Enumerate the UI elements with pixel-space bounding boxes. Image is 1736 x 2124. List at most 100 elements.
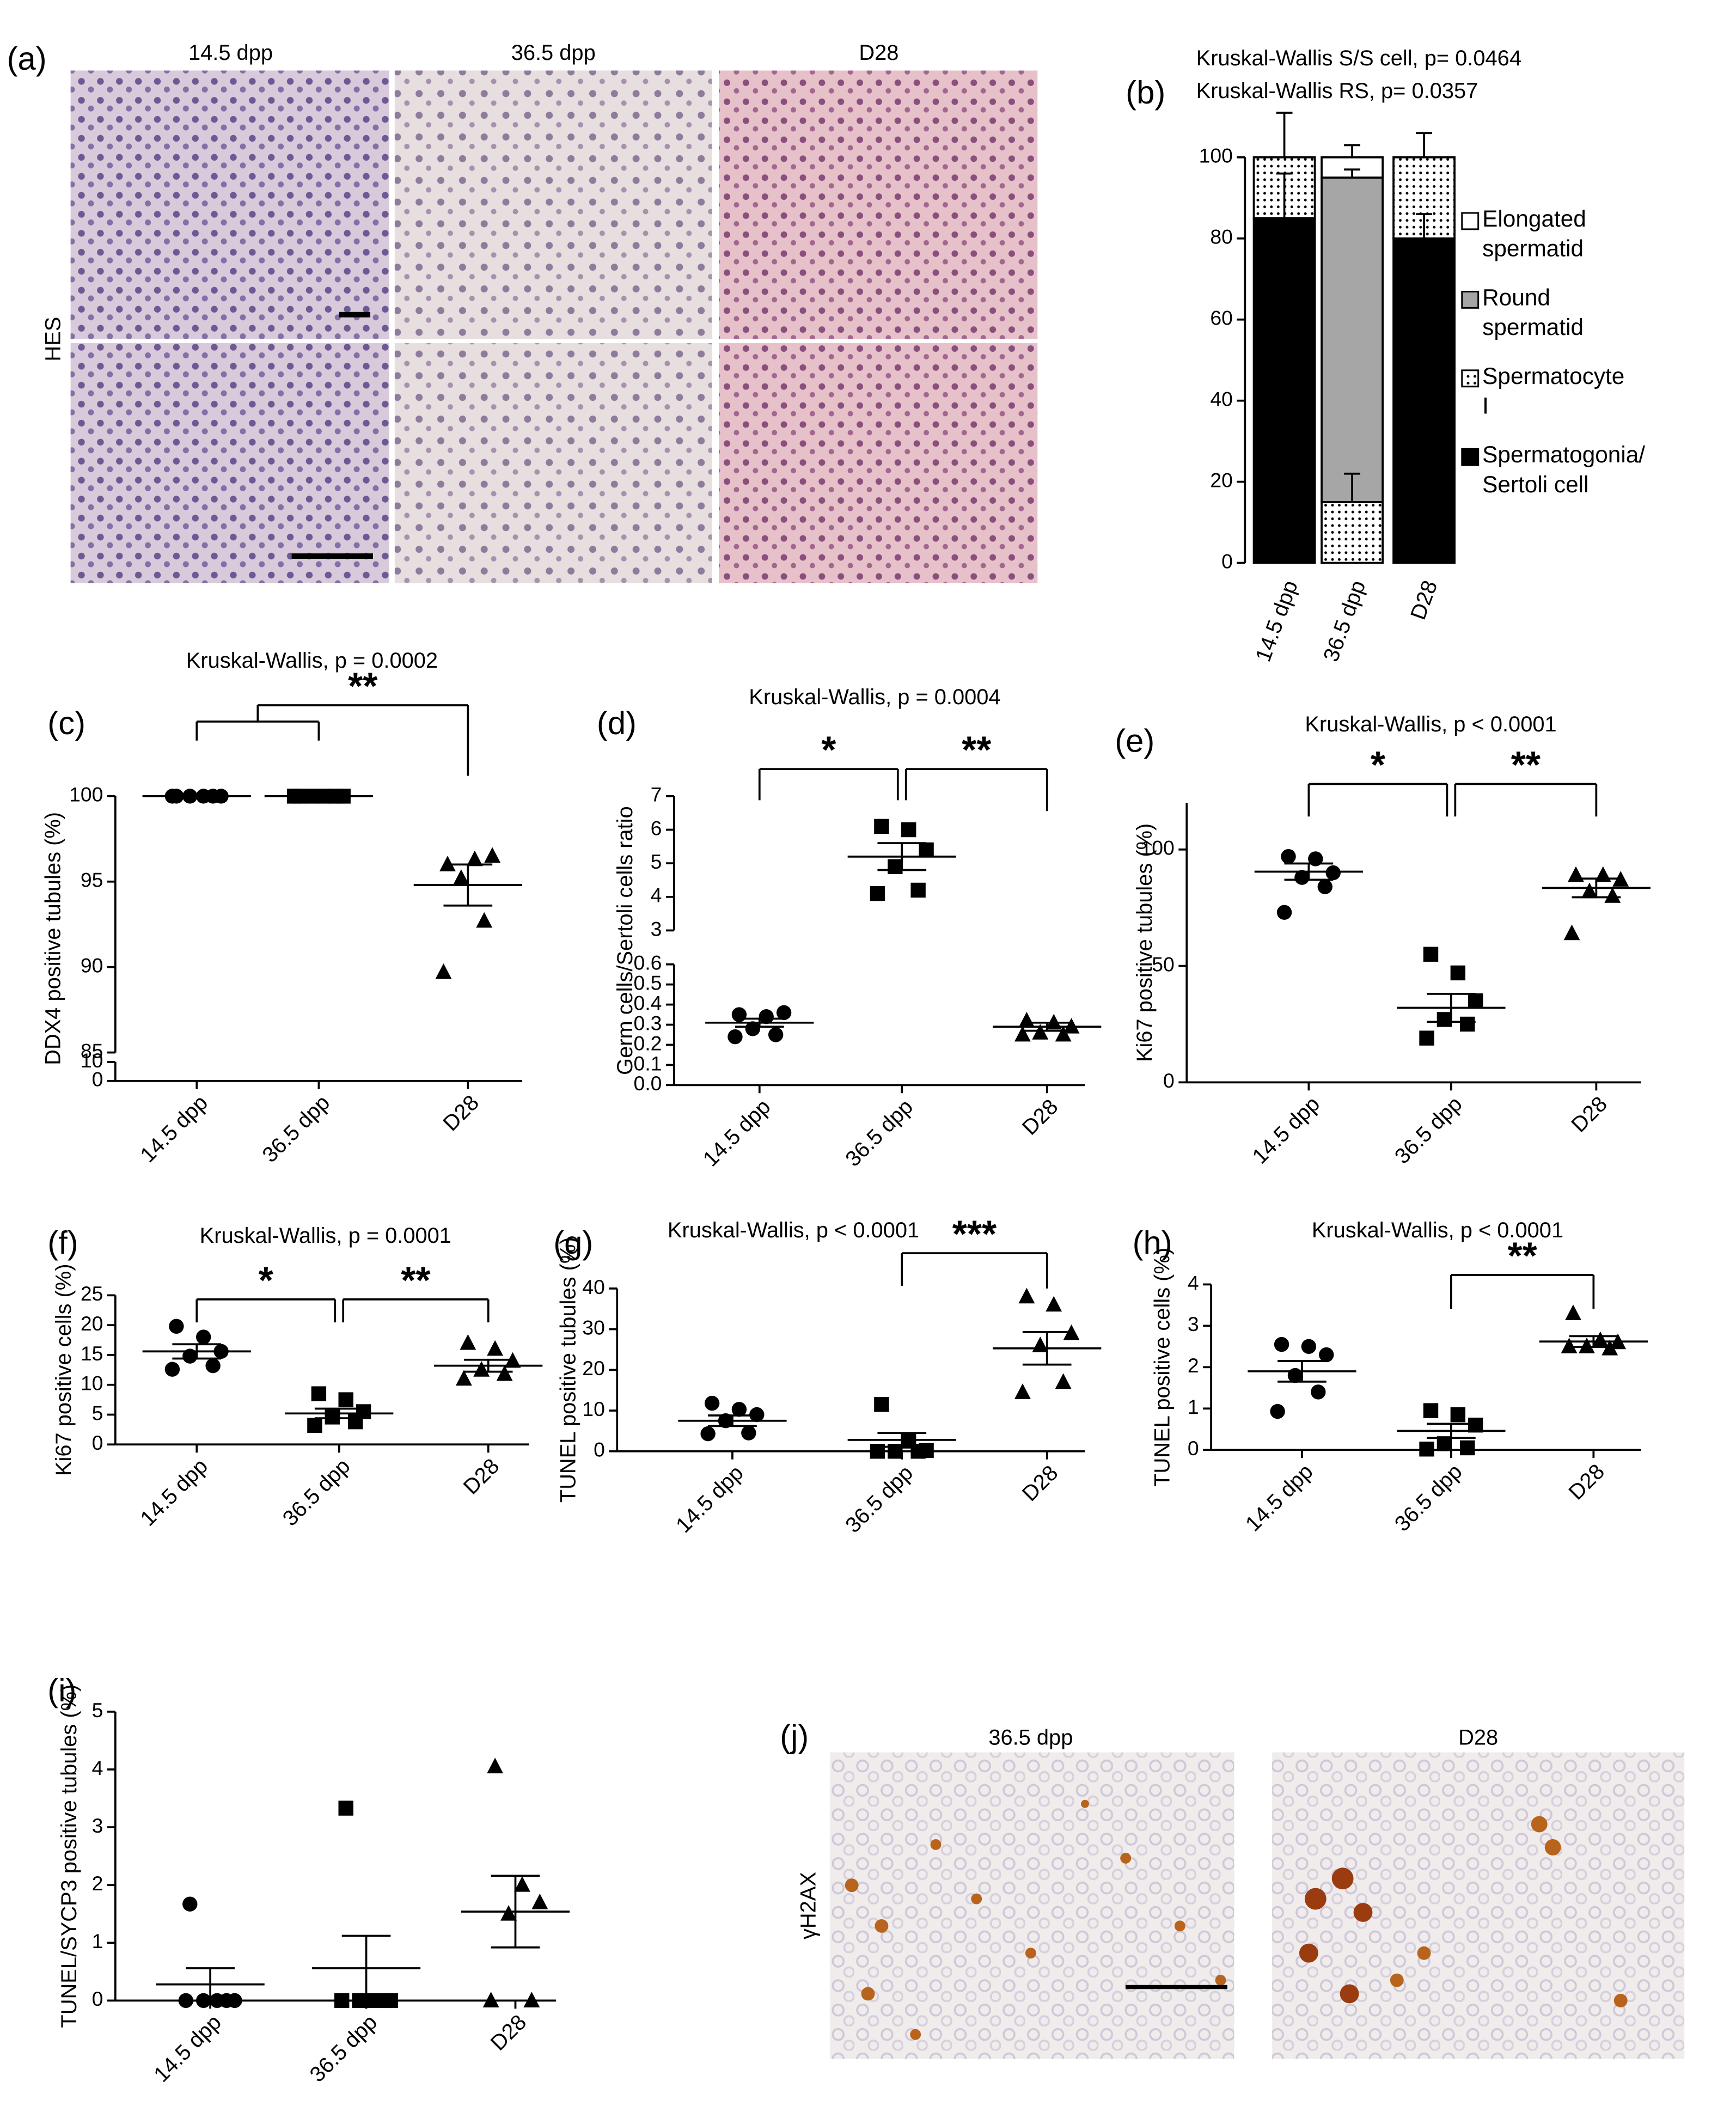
data-point xyxy=(347,1414,363,1430)
x-tick-label: D28 xyxy=(1018,1461,1063,1506)
legend-entry: Spermatogonia/ Sertoli cell xyxy=(1482,442,1646,498)
y-tick-label: 50 xyxy=(1152,953,1175,975)
y-tick-label: 10 xyxy=(582,1397,605,1420)
x-tick-label: D28 xyxy=(438,1090,484,1136)
data-point xyxy=(307,1418,322,1433)
data-point xyxy=(1561,1338,1578,1353)
data-point xyxy=(919,842,934,858)
y-tick-label: 0 xyxy=(1188,1437,1199,1460)
bar-segment xyxy=(1321,176,1384,503)
data-point xyxy=(487,1340,504,1356)
column-title: 36.5 dpp xyxy=(511,41,596,65)
y-tick-label: 85 xyxy=(81,1039,103,1062)
image xyxy=(394,70,712,339)
data-point xyxy=(1311,1384,1326,1400)
data-point xyxy=(169,1319,184,1334)
y-tick-label: 0.2 xyxy=(634,1032,662,1054)
legend-swatch xyxy=(1461,369,1480,388)
data-point xyxy=(1419,1442,1434,1457)
data-point xyxy=(901,822,916,838)
y-tick-label: 10 xyxy=(81,1049,103,1072)
data-point xyxy=(910,882,926,898)
image xyxy=(70,343,389,583)
data-point xyxy=(704,1395,720,1411)
y-tick-label: 10 xyxy=(81,1372,103,1395)
data-point xyxy=(182,1896,198,1912)
data-point xyxy=(455,1370,472,1386)
x-tick-label: 14.5 dpp xyxy=(1241,1460,1318,1536)
y-tick-label: 5 xyxy=(92,1699,103,1722)
data-point xyxy=(476,912,493,928)
y-tick-label: 40 xyxy=(582,1275,605,1298)
y-tick-label: 0 xyxy=(594,1438,605,1461)
data-point xyxy=(731,1007,747,1022)
y-tick-label: 0.3 xyxy=(634,1011,662,1034)
y-tick-label: 0.1 xyxy=(634,1052,662,1075)
stained-nuclei xyxy=(845,1799,1628,2040)
data-point xyxy=(460,1334,476,1350)
data-point xyxy=(1270,1403,1285,1419)
chart-title: Kruskal-Wallis, p = 0.0002 xyxy=(186,649,438,673)
image xyxy=(830,1752,1234,2059)
data-point xyxy=(759,1009,774,1024)
data-point xyxy=(874,819,889,834)
y-tick-label: 1 xyxy=(92,1930,103,1952)
y-tick-label: 4 xyxy=(651,884,662,907)
data-point xyxy=(1055,1026,1072,1042)
chart-title: Kruskal-Wallis S/S cell, p= 0.0464 xyxy=(1196,46,1521,70)
y-tick-label: 95 xyxy=(81,869,103,892)
row-label: HES xyxy=(41,317,65,362)
data-point xyxy=(484,847,501,863)
y-tick-label: 0.6 xyxy=(634,951,662,974)
y-tick-label: 100 xyxy=(69,783,103,806)
y-tick-label: 5 xyxy=(92,1401,103,1424)
y-tick-label: 80 xyxy=(1210,225,1233,248)
legend-swatch xyxy=(1461,448,1480,466)
significance-label: * xyxy=(1371,743,1386,786)
y-axis-label: Germ cells/Sertoli cells ratio xyxy=(613,806,637,1075)
legend-label: Spermatocyte I xyxy=(1482,363,1625,419)
data-point xyxy=(1565,1304,1581,1321)
x-tick-label: D28 xyxy=(459,1454,504,1499)
data-point xyxy=(700,1426,716,1442)
data-point xyxy=(1460,1440,1475,1456)
x-tick-label: D28 xyxy=(1018,1095,1063,1140)
data-point xyxy=(205,1358,221,1374)
legend-label: Spermatogonia/ Sertoli cell xyxy=(1482,442,1646,498)
y-tick-label: 3 xyxy=(92,1814,103,1837)
x-tick-label: 36.5 dpp xyxy=(305,2010,382,2087)
data-point xyxy=(1055,1373,1072,1389)
legend-entry: Round spermatid xyxy=(1482,285,1584,340)
legend-label: Elongated spermatid xyxy=(1482,206,1586,262)
x-tick-label: 14.5 dpp xyxy=(671,1461,748,1537)
data-point xyxy=(1468,993,1483,1009)
y-tick-label: 100 xyxy=(1199,144,1233,167)
y-tick-label: 6 xyxy=(651,816,662,839)
data-point xyxy=(888,859,903,875)
data-point xyxy=(1450,1407,1466,1423)
y-tick-label: 40 xyxy=(1210,388,1233,411)
y-tick-label: 60 xyxy=(1210,307,1233,329)
x-tick-label: D28 xyxy=(1406,577,1442,623)
chart-title: Kruskal-Wallis, p < 0.0001 xyxy=(1312,1218,1563,1242)
x-tick-label: 14.5 dpp xyxy=(136,1454,212,1531)
x-tick-label: D28 xyxy=(1567,1092,1612,1137)
image xyxy=(1272,1752,1685,2059)
y-axis-label: TUNEL/SYCP3 positive tubules (%) xyxy=(57,1684,81,2028)
x-tick-label: 14.5 dpp xyxy=(149,2010,226,2087)
micrograph-a: (a) 14.5 dpp 36.5 dpp D28 HES xyxy=(7,40,1038,583)
data-point xyxy=(1450,965,1466,981)
data-point xyxy=(453,869,469,885)
panel-label: (b) xyxy=(1126,74,1165,111)
y-tick-label: 0 xyxy=(1163,1069,1175,1092)
data-point xyxy=(1046,1296,1062,1312)
panel-label: (h) xyxy=(1133,1224,1172,1261)
data-point xyxy=(473,1361,490,1377)
x-tick-label: 14.5 dpp xyxy=(136,1090,212,1167)
data-point xyxy=(514,1876,530,1892)
data-point xyxy=(182,1348,198,1364)
y-tick-label: 0 xyxy=(92,1068,103,1091)
chart-subtitle: Kruskal-Wallis RS, p= 0.0357 xyxy=(1196,79,1478,103)
data-point xyxy=(496,1365,513,1381)
y-tick-label: 4 xyxy=(1188,1271,1199,1294)
